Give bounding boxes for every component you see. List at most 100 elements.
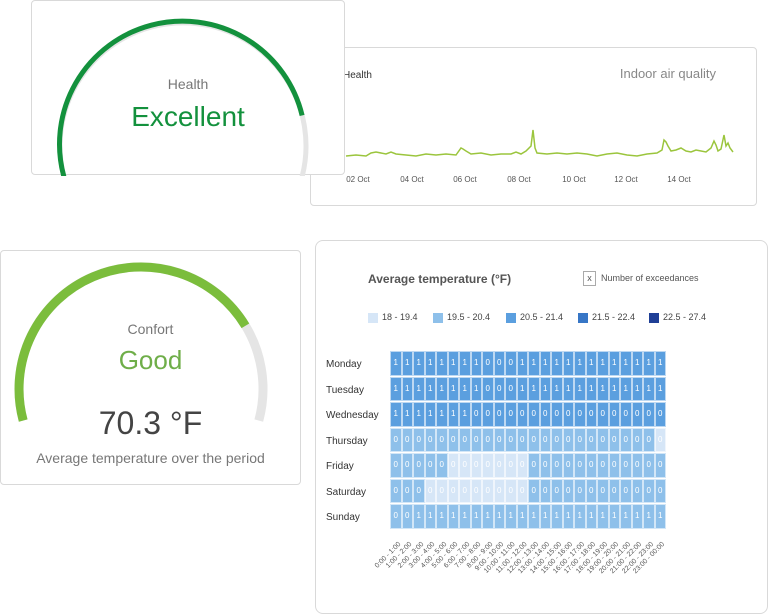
heatmap-cell[interactable]: 1 (631, 351, 643, 376)
heatmap-cell[interactable]: 1 (620, 504, 632, 529)
heatmap-cell[interactable]: 0 (620, 453, 632, 478)
heatmap-cell[interactable]: 0 (631, 402, 643, 427)
heatmap-cell[interactable]: 0 (551, 427, 563, 452)
heatmap-cell[interactable]: 0 (608, 478, 620, 503)
heatmap-cell[interactable]: 0 (401, 453, 413, 478)
legend-item[interactable]: 20.5 - 21.4 (506, 312, 563, 323)
heatmap-cell[interactable]: 1 (413, 504, 425, 529)
heatmap-cell[interactable]: 0 (401, 478, 413, 503)
heatmap-cell[interactable]: 0 (620, 402, 632, 427)
heatmap-cell[interactable]: 1 (447, 402, 459, 427)
heatmap-cell[interactable]: 0 (482, 376, 494, 401)
heatmap-cell[interactable]: 0 (424, 478, 436, 503)
heatmap-cell[interactable]: 1 (390, 376, 402, 401)
heatmap-cell[interactable]: 1 (424, 351, 436, 376)
heatmap-cell[interactable]: 0 (493, 478, 505, 503)
heatmap-cell[interactable]: 1 (528, 376, 540, 401)
heatmap-cell[interactable]: 0 (620, 478, 632, 503)
heatmap-cell[interactable]: 0 (608, 453, 620, 478)
heatmap-cell[interactable]: 1 (413, 402, 425, 427)
heatmap-cell[interactable]: 1 (574, 504, 586, 529)
heatmap-cell[interactable]: 1 (516, 351, 528, 376)
heatmap-cell[interactable]: 1 (424, 504, 436, 529)
heatmap-cell[interactable]: 0 (505, 376, 517, 401)
heatmap-cell[interactable]: 1 (574, 351, 586, 376)
heatmap-cell[interactable]: 0 (413, 427, 425, 452)
heatmap-cell[interactable]: 0 (390, 504, 402, 529)
heatmap-cell[interactable]: 1 (459, 402, 471, 427)
heatmap-cell[interactable]: 0 (482, 402, 494, 427)
heatmap-cell[interactable]: 1 (436, 351, 448, 376)
heatmap-cell[interactable]: 0 (574, 402, 586, 427)
heatmap-cell[interactable]: 0 (516, 453, 528, 478)
heatmap-cell[interactable]: 0 (551, 453, 563, 478)
heatmap-cell[interactable]: 0 (401, 427, 413, 452)
heatmap-cell[interactable]: 1 (470, 504, 482, 529)
heatmap-cell[interactable]: 0 (654, 453, 666, 478)
heatmap-cell[interactable]: 1 (470, 376, 482, 401)
heatmap-cell[interactable]: 0 (551, 478, 563, 503)
heatmap-cell[interactable]: 1 (631, 504, 643, 529)
legend-item[interactable]: 21.5 - 22.4 (578, 312, 635, 323)
heatmap-cell[interactable]: 0 (631, 478, 643, 503)
heatmap-cell[interactable]: 0 (643, 453, 655, 478)
heatmap-cell[interactable]: 1 (505, 504, 517, 529)
heatmap-cell[interactable]: 0 (482, 453, 494, 478)
heatmap-cell[interactable]: 1 (459, 376, 471, 401)
heatmap-cell[interactable]: 0 (493, 427, 505, 452)
heatmap-cell[interactable]: 1 (585, 351, 597, 376)
heatmap-cell[interactable]: 1 (539, 351, 551, 376)
heatmap-cell[interactable]: 0 (470, 402, 482, 427)
heatmap-cell[interactable]: 0 (585, 478, 597, 503)
heatmap-cell[interactable]: 1 (401, 351, 413, 376)
heatmap-cell[interactable]: 0 (516, 478, 528, 503)
heatmap-cell[interactable]: 1 (413, 376, 425, 401)
heatmap-cell[interactable]: 0 (585, 427, 597, 452)
heatmap-cell[interactable]: 0 (470, 478, 482, 503)
heatmap-cell[interactable]: 1 (436, 504, 448, 529)
heatmap-cell[interactable]: 0 (574, 427, 586, 452)
heatmap-cell[interactable]: 0 (539, 427, 551, 452)
heatmap-cell[interactable]: 0 (470, 453, 482, 478)
heatmap-cell[interactable]: 0 (482, 478, 494, 503)
heatmap-cell[interactable]: 0 (643, 478, 655, 503)
heatmap-cell[interactable]: 0 (436, 453, 448, 478)
heatmap-cell[interactable]: 1 (470, 351, 482, 376)
heatmap-cell[interactable]: 1 (482, 504, 494, 529)
heatmap-cell[interactable]: 0 (493, 402, 505, 427)
heatmap-cell[interactable]: 0 (528, 427, 540, 452)
heatmap-cell[interactable]: 0 (539, 478, 551, 503)
heatmap-cell[interactable]: 1 (424, 376, 436, 401)
heatmap-cell[interactable]: 1 (413, 351, 425, 376)
heatmap-cell[interactable]: 1 (447, 376, 459, 401)
heatmap-cell[interactable]: 0 (597, 453, 609, 478)
heatmap-cell[interactable]: 0 (413, 453, 425, 478)
exceedances-toggle[interactable]: x (583, 271, 596, 286)
heatmap-cell[interactable]: 0 (413, 478, 425, 503)
heatmap-cell[interactable]: 1 (643, 351, 655, 376)
heatmap-cell[interactable]: 1 (608, 504, 620, 529)
heatmap-cell[interactable]: 0 (459, 453, 471, 478)
heatmap-cell[interactable]: 1 (459, 504, 471, 529)
heatmap-cell[interactable]: 0 (608, 427, 620, 452)
heatmap-cell[interactable]: 0 (424, 427, 436, 452)
heatmap-cell[interactable]: 0 (654, 402, 666, 427)
heatmap-cell[interactable]: 0 (493, 351, 505, 376)
heatmap-cell[interactable]: 0 (654, 427, 666, 452)
heatmap-cell[interactable]: 1 (551, 504, 563, 529)
heatmap-cell[interactable]: 0 (528, 478, 540, 503)
heatmap-cell[interactable]: 0 (424, 453, 436, 478)
heatmap-cell[interactable]: 1 (620, 376, 632, 401)
heatmap-cell[interactable]: 1 (654, 376, 666, 401)
heatmap-cell[interactable]: 0 (528, 453, 540, 478)
heatmap-cell[interactable]: 0 (562, 453, 574, 478)
legend-item[interactable]: 19.5 - 20.4 (433, 312, 490, 323)
heatmap-cell[interactable]: 1 (539, 504, 551, 529)
heatmap-cell[interactable]: 0 (447, 478, 459, 503)
heatmap-cell[interactable]: 0 (516, 402, 528, 427)
heatmap-cell[interactable]: 0 (505, 427, 517, 452)
heatmap-cell[interactable]: 0 (505, 351, 517, 376)
heatmap-cell[interactable]: 1 (597, 504, 609, 529)
heatmap-cell[interactable]: 0 (562, 427, 574, 452)
heatmap-cell[interactable]: 0 (597, 402, 609, 427)
